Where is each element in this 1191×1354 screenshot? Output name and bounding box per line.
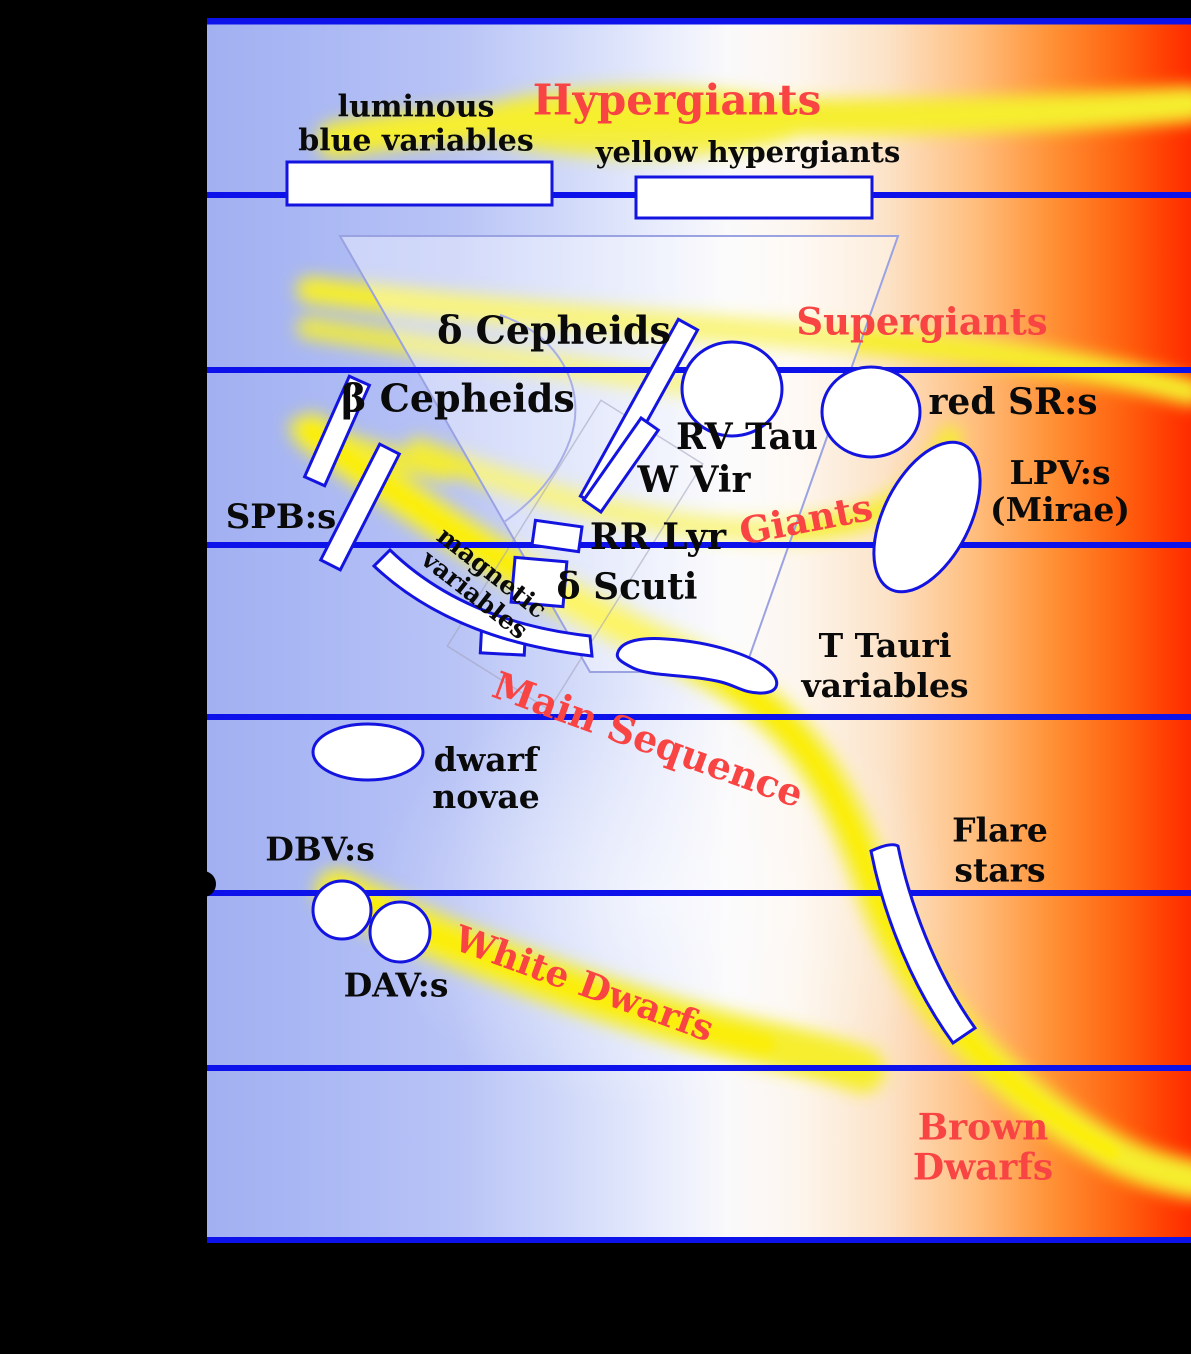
clipped-axis-mark	[207, 871, 216, 897]
red-sr-circle	[820, 365, 922, 459]
rr-lyr-box	[530, 518, 584, 554]
label-spbs: SPB:s	[225, 496, 337, 537]
dav-circle	[368, 900, 432, 964]
rv-tau-circle	[680, 340, 784, 438]
hypergiants-glow	[470, 86, 810, 158]
spb-strip	[318, 442, 402, 572]
delta-scuti-box	[509, 555, 569, 609]
label-brown-dwarfs: Brown Dwarfs	[912, 1106, 1054, 1189]
magnetic-variables-band	[371, 547, 594, 658]
t-tauri-blob	[615, 637, 779, 695]
label-red-srs: red SR:s	[928, 380, 1098, 423]
luminous-blue-variables-box	[285, 160, 554, 207]
beta-cepheids-strip	[302, 374, 372, 488]
label-yellow-hypergiants: yellow hypergiants	[595, 134, 901, 169]
label-lpv-mirae: LPV:s (Mirae)	[989, 453, 1131, 529]
label-supergiants: Supergiants	[796, 299, 1048, 344]
label-delta-scuti: δ Scuti	[556, 565, 698, 608]
yellow-hypergiants-box	[634, 175, 874, 220]
label-rr-lyr: RR Lyr	[589, 515, 727, 558]
label-dwarf-novae: dwarf novae	[432, 740, 540, 816]
label-rv-tau: RV Tau	[676, 415, 818, 458]
label-w-vir: W Vir	[637, 458, 751, 501]
plot-area	[207, 18, 1191, 1243]
lpv-mirae-ellipse	[872, 440, 982, 594]
variable-regions	[285, 160, 982, 1046]
dbv-circle	[311, 879, 373, 941]
label-hypergiants: Hypergiants	[532, 75, 822, 125]
flare-stars-strip	[869, 843, 978, 1046]
label-delta-cepheids: δ Cepheids	[437, 307, 671, 353]
label-davs: DAV:s	[343, 965, 449, 1005]
supergiants-band-1	[296, 276, 1191, 406]
instability-inner-curve	[499, 314, 577, 523]
w-vir-strip	[581, 415, 661, 515]
diagram-graphics	[207, 18, 1191, 1243]
label-flare-stars: Flare stars	[952, 810, 1048, 889]
dwarf-novae-ellipse	[311, 722, 425, 782]
label-luminous-blue-variables: luminous blue variables	[298, 89, 534, 158]
label-t-tauri-variables: T Tauri variables	[801, 625, 969, 705]
label-beta-cepheids: β Cepheids	[341, 375, 575, 421]
label-dbvs: DBV:s	[265, 829, 375, 869]
